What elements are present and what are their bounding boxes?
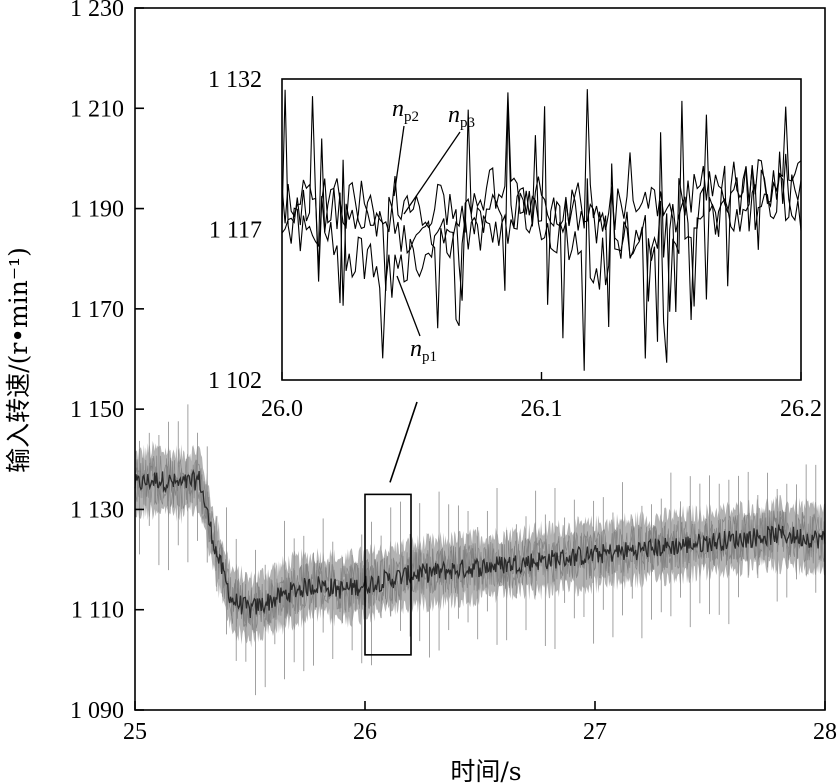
y-tick-label: 1 210 <box>70 96 124 122</box>
main-series-line <box>134 468 826 618</box>
inset-x-tick-label: 26.0 <box>261 396 303 422</box>
zoom-connector-line <box>389 401 418 483</box>
noise-envelope <box>135 440 825 648</box>
trend-line <box>134 468 826 618</box>
y-tick-label: 1 150 <box>70 397 124 423</box>
y-tick-label: 1 190 <box>70 197 124 223</box>
inset-x-tick-label: 26.1 <box>521 396 563 422</box>
main-axes: 25 26 27 28 1 090 1 110 1 130 1 150 1 170 1 190 1 … <box>70 0 837 745</box>
y-tick-label: 1 170 <box>70 297 124 323</box>
inset-background <box>282 79 801 380</box>
inset-series-line-2 <box>281 89 802 313</box>
y-tick-label: 1 130 <box>70 497 124 523</box>
x-tick-label: 27 <box>583 719 607 745</box>
inset-y-tick-label: 1 132 <box>208 67 262 93</box>
svg-text:np1: np1 <box>410 336 437 365</box>
y-tick-label: 1 090 <box>70 698 124 724</box>
y-tick-label: 1 110 <box>71 598 124 624</box>
svg-text:np3: np3 <box>448 102 475 131</box>
inset-series-lines <box>281 89 802 371</box>
series-leader-np2 <box>393 125 405 197</box>
y-axis-title: 输入转速/(r•min⁻¹) <box>4 247 33 473</box>
inset-series-line-1 <box>281 89 802 371</box>
inset-y-tick-label: 1 117 <box>209 218 262 244</box>
noise-trace <box>134 455 826 630</box>
main-plot-frame <box>134 7 826 711</box>
x-tick-label: 25 <box>123 719 147 745</box>
inset-series-line-3 <box>281 96 802 359</box>
series-leader-np1 <box>396 275 421 337</box>
y-tick-label: 1 230 <box>70 0 124 22</box>
x-tick-label: 28 <box>813 719 837 745</box>
inset-y-tick-label: 1 102 <box>208 368 262 394</box>
series-label-np1: np1 <box>396 275 437 365</box>
x-axis-title: 时间/s <box>450 757 521 784</box>
series-leader-np3 <box>403 131 461 215</box>
inset-axes: 26.0 26.1 26.2 1 102 1 117 1 132 <box>208 67 822 422</box>
main-noise-band <box>134 440 826 648</box>
series-label-np2: np2 <box>392 96 419 197</box>
main-spikes <box>139 404 817 696</box>
inset-x-tick-label: 26.2 <box>780 396 822 422</box>
zoom-box <box>364 493 412 656</box>
series-label-np3: np3 <box>403 102 475 215</box>
svg-text:np2: np2 <box>392 96 419 125</box>
x-tick-label: 26 <box>353 719 377 745</box>
